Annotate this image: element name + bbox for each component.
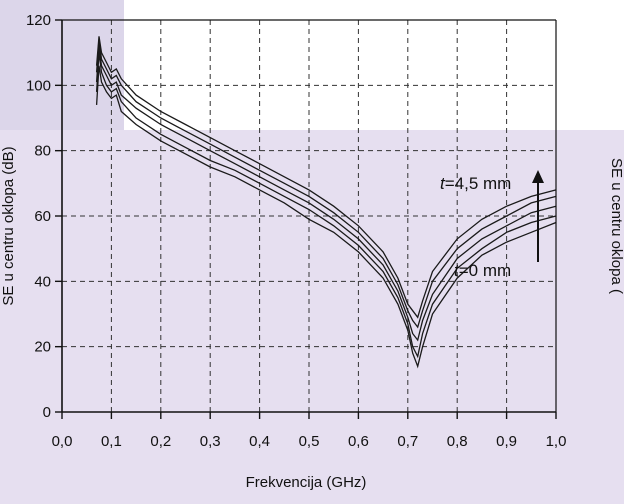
annotation-top: t=4,5 mm: [440, 174, 511, 193]
x-tick-label: 0,6: [348, 433, 369, 450]
y-tick-label: 100: [26, 77, 51, 94]
series-group: [95, 36, 557, 369]
increase-arrow: [532, 170, 544, 262]
x-tick-label: 0,0: [52, 433, 73, 450]
right-y-axis-label: SE u centru oklopa (: [608, 158, 624, 294]
y-tick-label: 40: [34, 273, 51, 290]
y-tick-label: 0: [43, 404, 51, 421]
series-line-2: [95, 52, 557, 359]
axes-group: [55, 19, 557, 419]
series-line-5: [95, 36, 557, 319]
x-tick-label: 0,3: [200, 433, 221, 450]
series-line-1: [95, 65, 557, 369]
annotation-bottom-var: t: [454, 261, 460, 280]
y-axis-label: SE u centru oklopa (dB): [0, 146, 17, 305]
x-tick-label: 0,4: [249, 433, 270, 450]
arrow-head: [532, 170, 544, 183]
series-line-4: [95, 39, 557, 329]
y-tick-label: 60: [34, 208, 51, 225]
y-tick-label: 120: [26, 12, 51, 29]
x-tick-label: 0,1: [101, 433, 122, 450]
annotation-bottom: t=0 mm: [454, 261, 511, 280]
x-axis-label: Frekvencija (GHz): [246, 474, 367, 491]
x-tick-label: 0,2: [150, 433, 171, 450]
x-tick-label: 1,0: [546, 433, 567, 450]
annotation-top-var: t: [440, 174, 446, 193]
x-tick-label: 0,8: [447, 433, 468, 450]
x-tick-label: 0,9: [496, 433, 517, 450]
y-tick-label: 80: [34, 143, 51, 160]
annotation-top-text: =4,5 mm: [445, 174, 512, 193]
y-tick-label: 20: [34, 339, 51, 356]
tick-labels: 0,0 0,1 0,2 0,3 0,4 0,5 0,6 0,7 0,8 0,9 1,0 0 20 40 60…: [26, 12, 566, 450]
series-line-3: [95, 46, 557, 342]
annotation-bottom-text: =0 mm: [459, 261, 511, 280]
x-tick-label: 0,5: [299, 433, 320, 450]
x-tick-label: 0,7: [397, 433, 418, 450]
